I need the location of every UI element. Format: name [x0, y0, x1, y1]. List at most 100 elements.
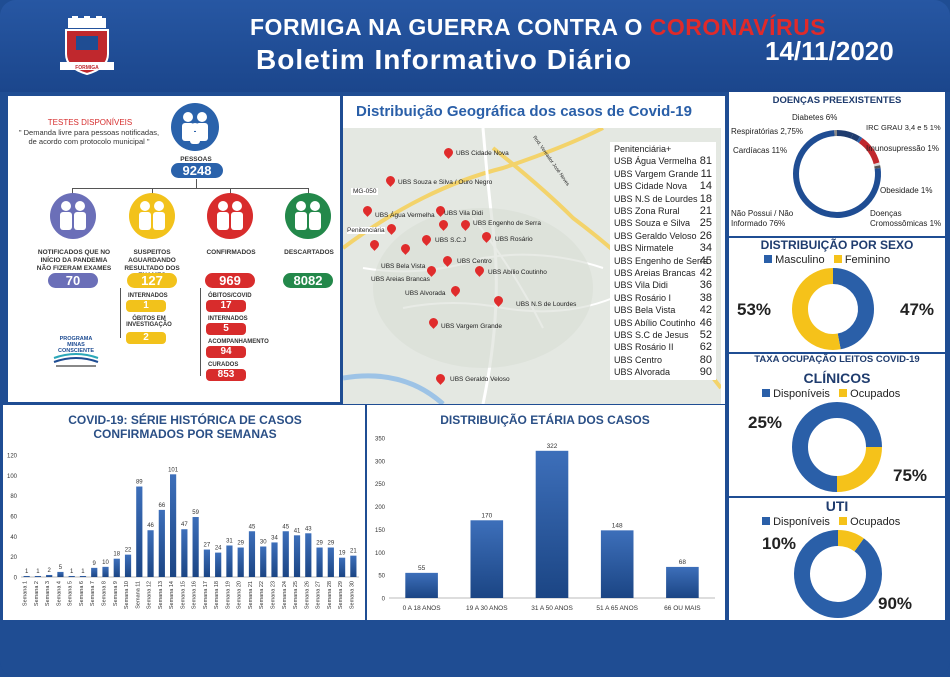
bar [248, 531, 256, 577]
bar-value-label: 21 [350, 549, 357, 555]
legend-row-value: 38 [699, 291, 712, 304]
donut-slice [873, 162, 881, 167]
category-label: Semana 29 [338, 581, 344, 609]
legend-row-name: USB Água Vermelha [614, 156, 697, 167]
recovered-value: 853 [206, 369, 246, 381]
bar-value-label: 29 [237, 541, 244, 547]
bar-value-label: 5 [59, 565, 63, 571]
icu-occupied-pct: 10% [762, 534, 797, 553]
bar-value-label: 322 [547, 443, 558, 450]
bar [535, 450, 569, 598]
road-label-mg050: MG-050 [351, 188, 379, 195]
discarded-people-icon [285, 193, 331, 239]
category-label: Semana 7 [90, 581, 96, 606]
bar-value-label: 45 [249, 524, 256, 530]
sex-donut [792, 268, 874, 350]
category-label: Semana 9 [113, 581, 119, 606]
notified-value: 9248 [171, 163, 223, 178]
notified-people-icon [171, 103, 219, 151]
bar-value-label: 170 [481, 512, 492, 519]
bar [282, 531, 289, 577]
bar-value-label: 46 [147, 523, 154, 529]
bar-value-label: 22 [125, 548, 132, 554]
confirmed-value: 969 [205, 273, 255, 288]
bar-value-label: 47 [181, 522, 188, 528]
bar [147, 530, 154, 577]
legend-row-value: 36 [699, 279, 712, 292]
title-prefix: FORMIGA NA GUERRA CONTRA O [250, 14, 643, 40]
y-tick-label: 200 [375, 505, 386, 511]
icu-donut [794, 530, 882, 618]
category-label: Semana 18 [214, 581, 220, 609]
category-label: Semana 24 [282, 581, 288, 609]
bar [260, 546, 267, 577]
bar-value-label: 24 [215, 546, 222, 552]
category-label: Semana 3 [45, 581, 51, 606]
bar-value-label: 2 [47, 568, 51, 574]
legend-row-value: 34 [699, 242, 712, 255]
header: FORMIGA FORMIGA NA GUERRA CONTRA O CORON… [0, 0, 950, 92]
legend-icu-occupied: Ocupados [850, 516, 901, 528]
pin-label: UBS Areias Brancas [371, 276, 430, 283]
label-obesity: Obesidade 1% [880, 186, 933, 195]
category-label: Semana 13 [158, 581, 164, 609]
bar [316, 547, 323, 577]
legend-row-name: UBS Areias Brancas [614, 268, 696, 278]
bar-value-label: 1 [25, 569, 29, 575]
icu-available-pct: 90% [878, 594, 913, 613]
category-label: 66 OU MAIS [664, 605, 701, 612]
legend-row-value: 26 [699, 229, 712, 242]
legend-row-value: 21 [699, 205, 712, 217]
category-label: Semana 11 [135, 581, 141, 609]
legend-row-value: 46 [699, 316, 712, 329]
icu-title: UTI [825, 498, 849, 514]
bar-value-label: 66 [158, 503, 165, 509]
tests-note: " Demanda livre para pessoas notificadas… [18, 128, 160, 147]
diseases-donut [793, 130, 881, 218]
bar [46, 574, 53, 577]
bar-value-label: 89 [136, 480, 143, 486]
y-tick-label: 60 [10, 515, 17, 521]
donut-slice [792, 268, 841, 350]
bar [34, 575, 41, 577]
program-logo-icon [53, 353, 99, 367]
bar-value-label: 30 [260, 540, 267, 546]
legend-row-value: 52 [699, 329, 712, 341]
label-cardiac: Cardíacas 11% [733, 146, 788, 155]
donut-slice [837, 530, 864, 552]
bar [181, 529, 188, 577]
legend-row-name: UBS Souza e Silva [614, 218, 691, 229]
category-label: Semana 22 [259, 581, 265, 609]
y-tick-label: 0 [14, 576, 18, 582]
bar [350, 555, 357, 577]
bar [339, 557, 346, 577]
y-tick-label: 0 [382, 597, 386, 603]
legend-female: Feminino [844, 254, 891, 266]
legend-row-name: UBS Vargem Grande [614, 168, 699, 179]
legend-row-name: UBS Alvorada [614, 367, 671, 378]
category-label: Semana 2 [34, 581, 40, 606]
donut-slice [792, 402, 882, 492]
donut-slice [836, 130, 854, 139]
bar-value-label: 1 [81, 569, 85, 575]
category-label: Semana 25 [293, 581, 299, 609]
legend-icu-available: Disponíveis [773, 516, 830, 528]
bar [124, 554, 132, 577]
clinical-title: CLÍNICOS [803, 370, 871, 386]
bar [203, 549, 210, 577]
legend-row-name: UBS Vila Didi [614, 280, 668, 291]
tests-title: TESTES DISPONÍVEIS [47, 118, 133, 127]
legend-row-value: 90 [699, 366, 712, 379]
donut-slice [794, 530, 882, 618]
weekly-chart-title: COVID-19: SÉRIE HISTÓRICA DE CASOS CONFI… [68, 413, 302, 441]
covid-deaths-value: 17 [206, 300, 246, 312]
discarded-label: DESCARTADOS [284, 249, 334, 256]
category-label: Semana 17 [203, 581, 209, 609]
confirmed-label: CONFIRMADOS [206, 249, 256, 256]
bar [600, 530, 634, 598]
category-label: Semana 6 [79, 581, 85, 606]
bar-value-label: 68 [679, 559, 687, 566]
donut-slice [850, 133, 861, 142]
